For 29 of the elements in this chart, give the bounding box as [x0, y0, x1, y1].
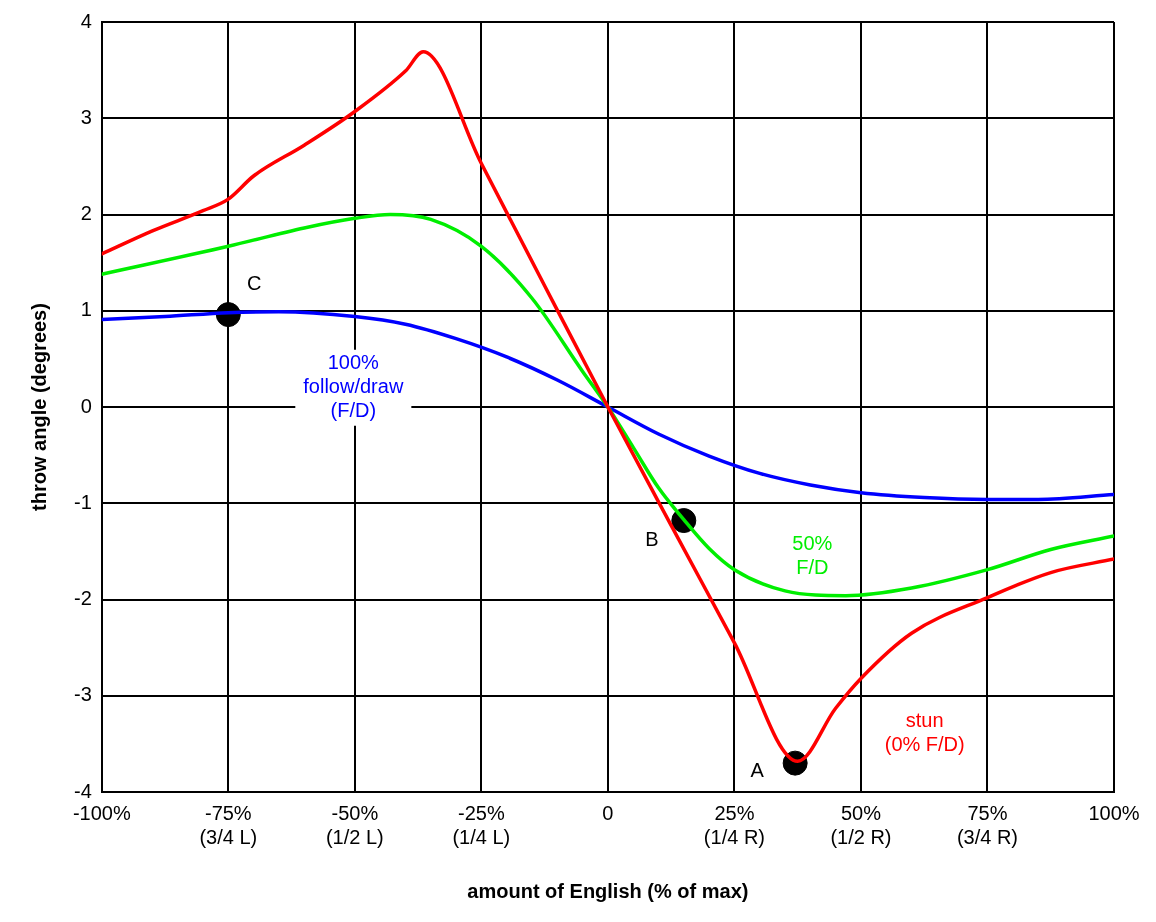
annotation: 100% follow/draw (F/D): [303, 351, 404, 422]
x-tick-label: -25% (1/4 L): [452, 801, 511, 848]
x-tick-label: -75% (3/4 L): [199, 801, 258, 848]
y-tick-label: 4: [80, 9, 92, 32]
y-tick-label: 2: [80, 202, 92, 225]
y-tick-label: 1: [80, 298, 92, 321]
y-axis-title: throw angle (degrees): [27, 303, 50, 511]
annotation: stun (0% F/D): [884, 708, 965, 755]
y-tick-label: 3: [80, 105, 92, 128]
annotation: 50% F/D: [792, 531, 833, 578]
y-tick-label: -1: [73, 490, 92, 513]
annotation: A: [750, 758, 765, 781]
x-tick-label: -50% (1/2 L): [325, 801, 384, 848]
line-series: [101, 309, 1114, 502]
x-tick-label: -100%: [72, 801, 131, 824]
line-series: [101, 50, 1114, 763]
annotation: B: [645, 528, 659, 551]
y-tick-label: -2: [73, 587, 92, 610]
x-tick-label: 25% (1/4 R): [703, 801, 765, 848]
x-tick-label: 50% (1/2 R): [830, 801, 892, 848]
y-tick-label: -3: [73, 683, 92, 706]
y-tick-label: 0: [80, 394, 92, 417]
x-axis-title: amount of English (% of max): [467, 879, 749, 902]
line-series: [101, 212, 1114, 598]
x-tick-label: 75% (3/4 R): [956, 801, 1019, 848]
x-tick-label: 0: [602, 801, 614, 824]
x-tick-label: 100%: [1088, 801, 1140, 824]
annotation: C: [247, 272, 262, 295]
y-tick-label: -4: [73, 779, 92, 802]
